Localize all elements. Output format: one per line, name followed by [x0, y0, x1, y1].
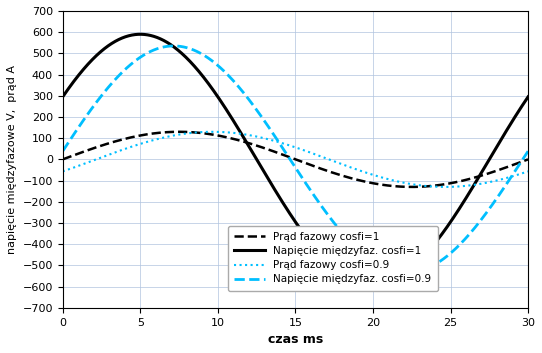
- Napięcie międzyfaz. cosfi=1: [258, 166, 264, 170]
- Prąd fazowy cosfi=0.9: [140, 141, 147, 145]
- Prąd fazowy cosfi=1: [516, 161, 522, 165]
- Napięcie międzyfaz. cosfi=0.9: [60, 149, 66, 153]
- Prąd fazowy cosfi=1: [238, 139, 244, 143]
- Napięcie międzyfaz. cosfi=0.9: [170, 44, 177, 48]
- Prąd fazowy cosfi=0.9: [60, 169, 66, 173]
- Napięcie międzyfaz. cosfi=1: [140, 32, 147, 36]
- Prąd fazowy cosfi=0.9: [113, 150, 119, 154]
- Prąd fazowy cosfi=0.9: [258, 136, 264, 140]
- Prąd fazowy cosfi=1: [466, 177, 472, 181]
- Napięcie międzyfaz. cosfi=0.9: [258, 115, 264, 119]
- Napięcie międzyfaz. cosfi=1: [238, 132, 244, 136]
- Prąd fazowy cosfi=0.9: [466, 183, 472, 187]
- Napięcie międzyfaz. cosfi=1: [516, 108, 522, 112]
- Napięcie międzyfaz. cosfi=0.9: [238, 88, 244, 92]
- Prąd fazowy cosfi=1: [140, 133, 147, 137]
- Napięcie międzyfaz. cosfi=1: [113, 39, 119, 43]
- Prąd fazowy cosfi=1: [409, 185, 415, 189]
- Prąd fazowy cosfi=0.9: [525, 169, 531, 174]
- Prąd fazowy cosfi=0.9: [238, 132, 244, 136]
- Prąd fazowy cosfi=1: [113, 139, 119, 143]
- Napięcie międzyfaz. cosfi=1: [60, 95, 66, 99]
- Prąd fazowy cosfi=1: [258, 145, 264, 149]
- Napięcie międzyfaz. cosfi=0.9: [403, 271, 410, 275]
- Napięcie międzyfaz. cosfi=1: [137, 32, 144, 36]
- Napięcie międzyfaz. cosfi=0.9: [113, 77, 119, 81]
- Prąd fazowy cosfi=0.9: [516, 172, 522, 176]
- Prąd fazowy cosfi=1: [60, 157, 66, 161]
- Y-axis label: napięcie międzyfazowe V,  prąd A: napięcie międzyfazowe V, prąd A: [7, 65, 17, 254]
- Prąd fazowy cosfi=0.9: [209, 130, 216, 134]
- Napięcie międzyfaz. cosfi=0.9: [466, 232, 472, 237]
- Prąd fazowy cosfi=1: [525, 157, 531, 161]
- Napięcie międzyfaz. cosfi=0.9: [516, 163, 522, 167]
- Napięcie międzyfaz. cosfi=0.9: [525, 149, 531, 153]
- Napięcie międzyfaz. cosfi=1: [525, 95, 531, 99]
- Prąd fazowy cosfi=0.9: [442, 185, 448, 189]
- Line: Napięcie międzyfaz. cosfi=0.9: Napięcie międzyfaz. cosfi=0.9: [63, 46, 528, 273]
- Napięcie międzyfaz. cosfi=0.9: [140, 53, 147, 58]
- Legend: Prąd fazowy cosfi=1, Napięcie międzyfaz. cosfi=1, Prąd fazowy cosfi=0.9, Napięci: Prąd fazowy cosfi=1, Napięcie międzyfaz.…: [228, 226, 438, 291]
- Line: Prąd fazowy cosfi=1: Prąd fazowy cosfi=1: [63, 132, 528, 187]
- Line: Napięcie międzyfaz. cosfi=1: Napięcie międzyfaz. cosfi=1: [63, 34, 528, 285]
- Napięcie międzyfaz. cosfi=1: [466, 191, 472, 195]
- Line: Prąd fazowy cosfi=0.9: Prąd fazowy cosfi=0.9: [63, 132, 528, 187]
- Prąd fazowy cosfi=1: [176, 130, 182, 134]
- Napięcie międzyfaz. cosfi=1: [370, 282, 376, 287]
- X-axis label: czas ms: czas ms: [268, 333, 323, 346]
